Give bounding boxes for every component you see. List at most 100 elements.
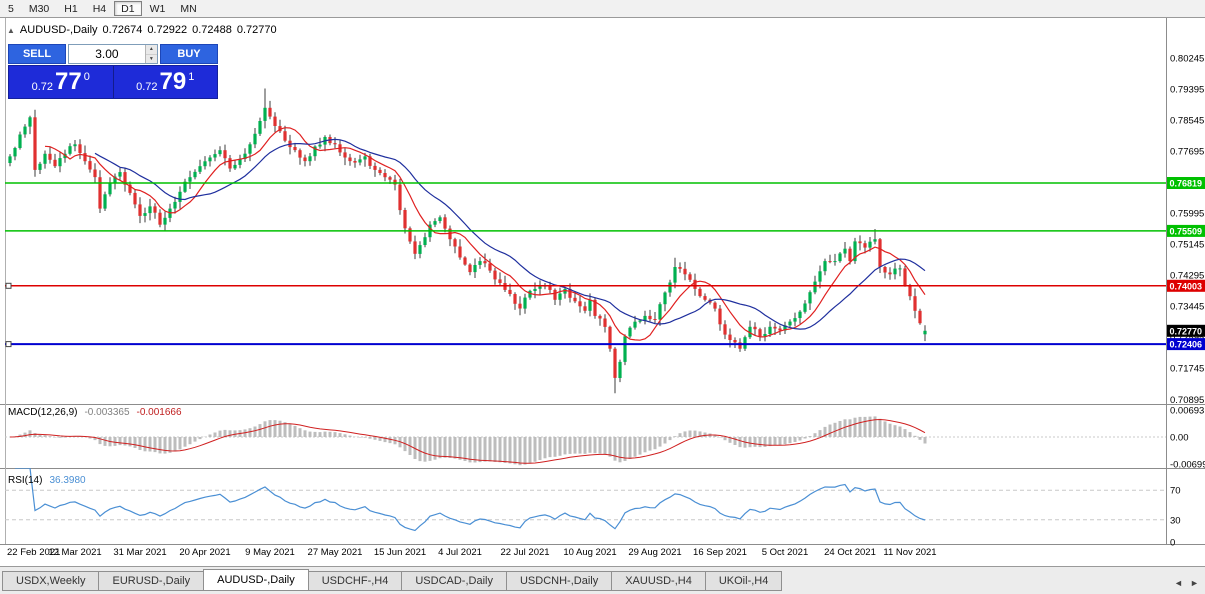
svg-text:0.72770: 0.72770: [1170, 326, 1203, 336]
macd-signal-value: -0.001666: [136, 407, 182, 418]
timeframe-button-MN[interactable]: MN: [180, 2, 197, 15]
chart-tab-usdx-weekly[interactable]: USDX,Weekly: [2, 571, 100, 591]
rsi-name: RSI(14): [8, 475, 43, 486]
chart-tab-eurusd-daily[interactable]: EURUSD-,Daily: [98, 571, 205, 591]
timeframe-button-W1[interactable]: W1: [149, 2, 166, 15]
svg-text:24 Oct 2021: 24 Oct 2021: [824, 547, 876, 558]
svg-text:0.74003: 0.74003: [1170, 281, 1203, 291]
svg-text:5 Oct 2021: 5 Oct 2021: [762, 547, 808, 558]
svg-text:0.79395: 0.79395: [1170, 85, 1204, 96]
svg-text:0.75995: 0.75995: [1170, 209, 1204, 220]
sell-price-base: 0.72: [31, 80, 54, 93]
buy-button[interactable]: BUY: [160, 44, 218, 64]
svg-text:0.77695: 0.77695: [1170, 147, 1204, 158]
buy-price-sup: 1: [188, 70, 195, 83]
symbol-period-label: AUDUSD-,Daily: [19, 24, 98, 36]
svg-text:12 Mar 2021: 12 Mar 2021: [48, 547, 101, 558]
volume-down-button[interactable]: ▼: [145, 54, 157, 63]
timeframe-button-5[interactable]: 5: [8, 2, 14, 15]
svg-text:-0.00699: -0.00699: [1170, 460, 1205, 471]
svg-text:20 Apr 2021: 20 Apr 2021: [179, 547, 230, 558]
timeframe-button-D1[interactable]: D1: [114, 1, 142, 16]
buy-price[interactable]: 0.72 79 1: [114, 66, 218, 98]
price-tag-0.72770: 0.72770: [1167, 324, 1205, 337]
ma-fast-line: [44, 127, 926, 341]
svg-text:10 Aug 2021: 10 Aug 2021: [563, 547, 616, 558]
volume-input[interactable]: [69, 45, 145, 63]
tab-scroll-buttons: ◄ ►: [1172, 578, 1203, 591]
timeframe-button-H4[interactable]: H4: [92, 2, 107, 15]
svg-text:11 Nov 2021: 11 Nov 2021: [883, 547, 936, 558]
line-drag-handle[interactable]: [5, 341, 12, 348]
svg-text:16 Sep 2021: 16 Sep 2021: [693, 547, 747, 558]
svg-text:15 Jun 2021: 15 Jun 2021: [374, 547, 426, 558]
svg-text:0.80245: 0.80245: [1170, 54, 1204, 65]
price-tag-0.74003: 0.74003: [1167, 279, 1205, 292]
timeframe-button-M30[interactable]: M30: [28, 2, 50, 15]
low-value: 0.72488: [192, 24, 232, 36]
buy-price-big: 79: [159, 68, 187, 95]
sell-button[interactable]: SELL: [8, 44, 66, 64]
macd-indicator-label: MACD(12,26,9) -0.003365 -0.001666: [8, 407, 182, 418]
high-value: 0.72922: [147, 24, 188, 36]
candlestick-series: [8, 88, 927, 394]
svg-text:0: 0: [1170, 538, 1175, 549]
sell-price-big: 77: [55, 68, 82, 95]
svg-text:27 May 2021: 27 May 2021: [308, 547, 363, 558]
svg-text:22 Feb 2021: 22 Feb 2021: [7, 547, 60, 558]
chart-tab-usdcnh-daily[interactable]: USDCNH-,Daily: [505, 571, 613, 591]
chart-tab-audusd-daily[interactable]: AUDUSD-,Daily: [203, 569, 309, 591]
volume-up-button[interactable]: ▲: [145, 45, 157, 55]
svg-text:0.00693: 0.00693: [1170, 406, 1204, 417]
svg-text:31 Mar 2021: 31 Mar 2021: [113, 547, 166, 558]
timeframe-toolbar: 5 M30 H1 H4 D1 W1 MN: [0, 0, 1205, 18]
bid-ask-display: 0.72 77 0 0.72 79 1: [8, 65, 218, 99]
tab-scroll-left-icon[interactable]: ◄: [1174, 578, 1183, 588]
svg-text:0.78545: 0.78545: [1170, 116, 1204, 127]
chart-tab-xauusd-h4[interactable]: XAUUSD-,H4: [611, 571, 706, 591]
sell-price-sup: 0: [83, 70, 90, 83]
svg-text:0.76819: 0.76819: [1170, 179, 1203, 189]
timeframe-button-H1[interactable]: H1: [64, 2, 78, 15]
svg-text:29 Aug 2021: 29 Aug 2021: [628, 547, 681, 558]
collapse-arrow-icon[interactable]: ▲: [7, 26, 15, 35]
svg-text:0.72406: 0.72406: [1170, 340, 1203, 350]
svg-text:30: 30: [1170, 515, 1181, 526]
chart-background: [0, 18, 1205, 566]
svg-text:0.75145: 0.75145: [1170, 240, 1204, 251]
volume-spin-buttons: ▲ ▼: [144, 45, 157, 63]
one-click-trading-panel: SELL ▲ ▼ BUY 0.72 77 0 0.72: [8, 44, 218, 99]
rsi-line: [15, 468, 926, 532]
macd-signal-line: [9, 418, 926, 464]
tab-scroll-right-icon[interactable]: ►: [1190, 578, 1199, 588]
sell-price[interactable]: 0.72 77 0: [9, 66, 114, 98]
svg-text:9 May 2021: 9 May 2021: [245, 547, 295, 558]
macd-histogram: [13, 416, 927, 466]
chart-tab-ukoil-h4[interactable]: UKOil-,H4: [704, 571, 783, 591]
macd-main-value: -0.003365: [84, 407, 130, 418]
close-value: 0.72770: [236, 24, 277, 36]
chart-title: ▲ AUDUSD-,Daily 0.72674 0.72922 0.72488 …: [7, 24, 277, 36]
svg-text:0.71745: 0.71745: [1170, 364, 1204, 375]
trade-buttons-row: SELL ▲ ▼ BUY: [8, 44, 218, 64]
chart-tab-usdcad-daily[interactable]: USDCAD-,Daily: [401, 571, 507, 591]
open-value: 0.72674: [102, 24, 143, 36]
line-drag-handle[interactable]: [5, 282, 12, 289]
chart-tab-bar: USDX,Weekly EURUSD-,Daily AUDUSD-,Daily USD…: [0, 566, 1205, 594]
price-tag-0.75509: 0.75509: [1167, 224, 1205, 237]
svg-text:4 Jul 2021: 4 Jul 2021: [438, 547, 482, 558]
svg-text:70: 70: [1170, 486, 1181, 497]
macd-name: MACD(12,26,9): [8, 407, 78, 418]
rsi-indicator-label: RSI(14) 36.3980: [8, 475, 86, 486]
svg-text:0.74295: 0.74295: [1170, 271, 1204, 282]
volume-stepper[interactable]: ▲ ▼: [68, 44, 158, 64]
chart-tab-usdchf-h4[interactable]: USDCHF-,H4: [307, 571, 403, 591]
svg-text:0.00: 0.00: [1170, 433, 1189, 444]
chart-area: 0.802450.793950.785450.776950.768450.759…: [0, 18, 1205, 566]
svg-text:0.73445: 0.73445: [1170, 302, 1204, 313]
svg-text:0.70895: 0.70895: [1170, 395, 1204, 406]
rsi-value: 36.3980: [49, 475, 86, 486]
chart-canvas[interactable]: 0.802450.793950.785450.776950.768450.759…: [0, 18, 1205, 566]
